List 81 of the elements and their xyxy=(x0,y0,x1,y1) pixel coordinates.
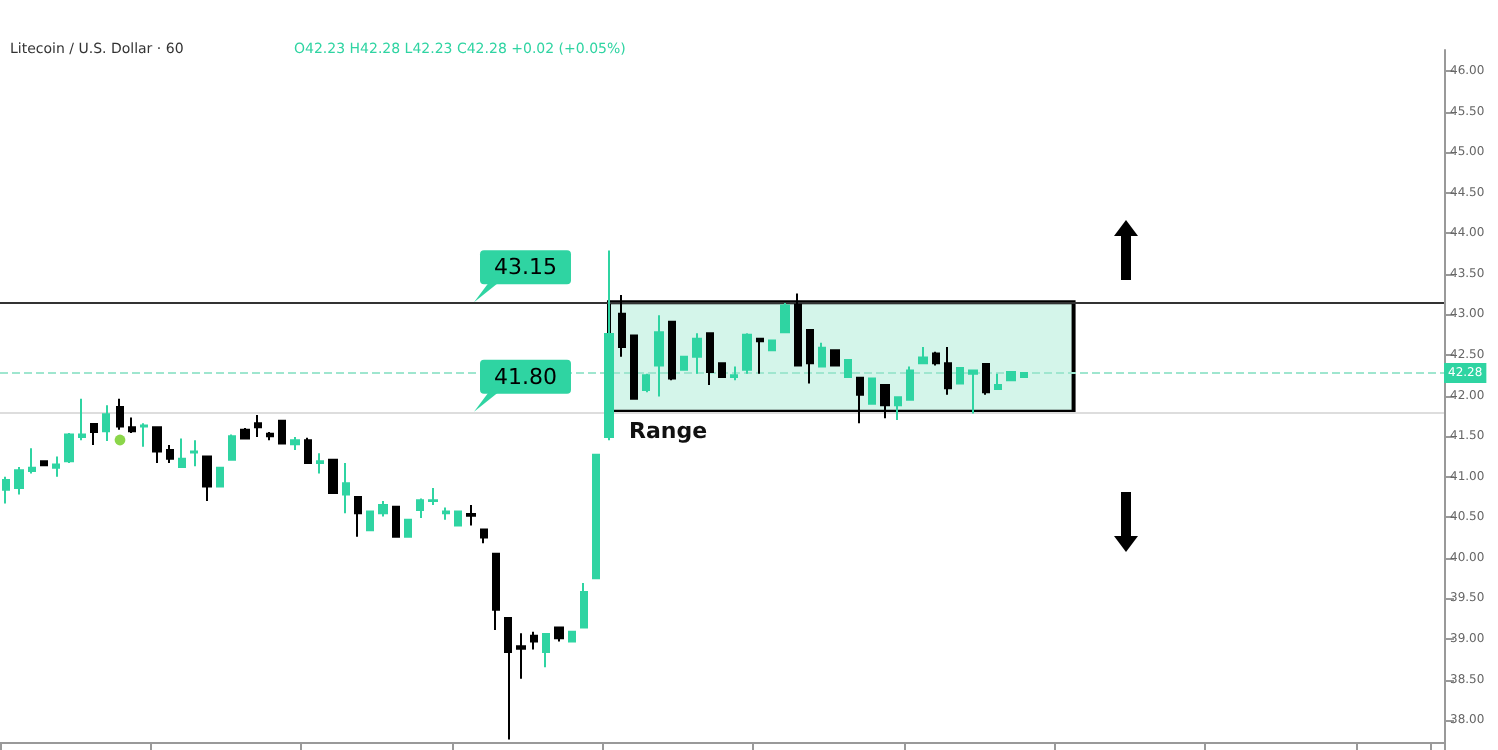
candlestick xyxy=(442,506,450,521)
candlestick xyxy=(116,397,124,431)
candlestick xyxy=(542,633,550,669)
candlestick xyxy=(504,616,512,741)
candlestick xyxy=(568,629,576,643)
candlestick xyxy=(918,345,928,365)
candlestick xyxy=(780,302,790,335)
candlestick xyxy=(392,505,400,538)
candlestick xyxy=(580,581,588,629)
candlestick xyxy=(466,504,476,527)
candlestick xyxy=(178,437,186,468)
candlestick xyxy=(140,422,148,448)
candlestick xyxy=(604,249,614,442)
candlestick xyxy=(932,350,940,367)
candlestick xyxy=(202,455,212,503)
candlestick xyxy=(480,528,488,545)
candlestick xyxy=(554,626,564,643)
candlestick xyxy=(642,372,650,394)
candlestick xyxy=(818,341,826,368)
candlestick xyxy=(28,447,36,475)
candlestick xyxy=(768,339,776,352)
candlestick xyxy=(868,377,876,405)
candlestick xyxy=(718,362,726,378)
band-label: Range xyxy=(628,417,708,444)
candlestick xyxy=(906,365,914,401)
candlestick xyxy=(278,419,286,445)
candlestick xyxy=(428,487,438,507)
candlestick xyxy=(404,518,412,538)
candlestick xyxy=(592,453,600,580)
candlestick xyxy=(40,459,48,468)
candlestick xyxy=(152,426,162,464)
candlestick xyxy=(516,632,526,680)
ref-line-label: 41.80 xyxy=(494,363,557,390)
ref-line-label: 43.15 xyxy=(494,254,557,281)
candlestick xyxy=(416,497,424,520)
candlestick xyxy=(366,510,374,532)
candlestick xyxy=(216,466,224,488)
candlestick xyxy=(378,500,388,518)
candlestick xyxy=(266,431,274,442)
candlestick xyxy=(968,369,978,415)
candlestick xyxy=(102,404,110,443)
candlestick xyxy=(316,452,324,475)
candlestick xyxy=(342,461,350,515)
candlestick xyxy=(190,439,198,468)
candlestick xyxy=(692,332,702,375)
candlestick xyxy=(680,355,688,371)
candlestick xyxy=(240,427,250,440)
candlestick xyxy=(756,337,764,375)
candlestick xyxy=(128,416,136,434)
candlestick xyxy=(290,435,300,451)
candlestick xyxy=(492,552,500,632)
candlestick xyxy=(894,396,902,421)
candlestick xyxy=(328,458,338,494)
candlestick xyxy=(1020,371,1028,378)
candlestick xyxy=(630,334,638,400)
candlestick xyxy=(454,510,462,527)
candlestick xyxy=(14,465,24,496)
candlestick xyxy=(64,431,74,464)
candlestick xyxy=(2,475,10,505)
candlestick xyxy=(844,358,852,378)
candlestick xyxy=(706,332,714,387)
candlestick xyxy=(944,345,952,396)
candlestick xyxy=(730,365,738,382)
candlestick xyxy=(1006,371,1016,382)
candlestick xyxy=(956,367,964,385)
candlestick xyxy=(354,496,362,538)
candlestick xyxy=(78,397,86,442)
candlestick xyxy=(742,332,752,375)
candlestick xyxy=(806,328,814,385)
candlestick xyxy=(254,414,262,438)
candlestick xyxy=(52,455,60,478)
candlestick xyxy=(166,444,174,464)
candlestick xyxy=(668,320,676,382)
candlestick xyxy=(90,422,98,447)
candlestick xyxy=(228,433,236,462)
candlestick xyxy=(304,436,312,464)
candlestick xyxy=(982,362,990,396)
candlestick xyxy=(830,349,840,367)
candlestick xyxy=(530,630,538,651)
candlestick xyxy=(654,314,664,398)
candlestick xyxy=(994,372,1002,391)
